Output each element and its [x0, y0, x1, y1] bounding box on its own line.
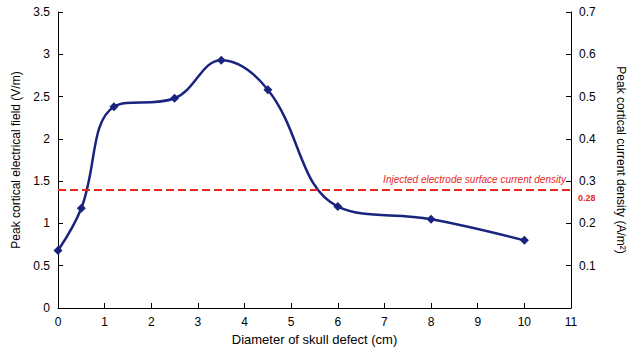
- svg-text:Peak cortical current density: Peak cortical current density (A/m²): [614, 66, 628, 253]
- svg-text:0: 0: [55, 315, 62, 329]
- svg-text:Peak cortical electrical field: Peak cortical electrical field (V/m): [9, 71, 23, 248]
- svg-text:9: 9: [474, 315, 481, 329]
- svg-text:10: 10: [518, 315, 532, 329]
- svg-text:0.2: 0.2: [579, 216, 596, 230]
- svg-text:2.5: 2.5: [33, 90, 50, 104]
- svg-text:0.5: 0.5: [579, 90, 596, 104]
- svg-text:Injected electrode surface cur: Injected electrode surface current densi…: [383, 174, 567, 185]
- svg-text:0.7: 0.7: [579, 5, 596, 19]
- svg-text:3: 3: [195, 315, 202, 329]
- svg-text:0.6: 0.6: [579, 47, 596, 61]
- svg-text:Diameter of skull defect (cm): Diameter of skull defect (cm): [232, 332, 397, 347]
- svg-text:0.5: 0.5: [33, 259, 50, 273]
- svg-text:0: 0: [43, 301, 50, 315]
- svg-text:4: 4: [241, 315, 248, 329]
- svg-text:11: 11: [565, 315, 578, 329]
- svg-text:8: 8: [428, 315, 435, 329]
- svg-text:0.4: 0.4: [579, 132, 596, 146]
- svg-text:2: 2: [43, 132, 50, 146]
- svg-text:0.1: 0.1: [579, 259, 596, 273]
- svg-text:6: 6: [334, 315, 341, 329]
- svg-text:0.28: 0.28: [578, 193, 596, 203]
- svg-text:1: 1: [43, 216, 50, 230]
- svg-text:3: 3: [43, 47, 50, 61]
- svg-text:7: 7: [381, 315, 388, 329]
- svg-text:5: 5: [288, 315, 295, 329]
- svg-text:2: 2: [148, 315, 155, 329]
- svg-text:0.3: 0.3: [579, 174, 596, 188]
- svg-text:3.5: 3.5: [33, 5, 50, 19]
- svg-text:1.5: 1.5: [33, 174, 50, 188]
- svg-text:1: 1: [101, 315, 108, 329]
